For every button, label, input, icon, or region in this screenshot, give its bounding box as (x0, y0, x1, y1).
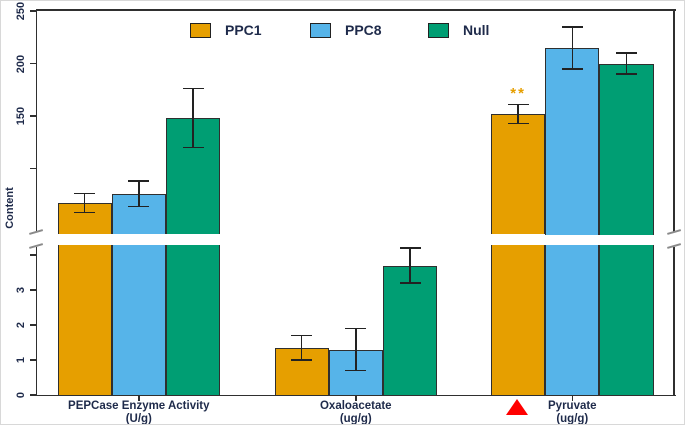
y-tick-label: 1 (15, 356, 27, 364)
error-bar-cap-top (561, 25, 583, 28)
y-axis-line-upper (35, 9, 37, 232)
legend-swatch-null (428, 23, 449, 38)
error-bar-stem (517, 104, 519, 124)
bar-ppc8-lower (111, 244, 166, 395)
x-category-label: Oxaloacetate (ug/g) (319, 400, 392, 425)
y-tick (29, 167, 36, 170)
error-bar-cap-bottom (74, 211, 96, 214)
bar-ppc1-upper (491, 113, 546, 235)
error-bar-cap-top (345, 327, 367, 330)
bar-null-lower (599, 244, 654, 395)
y-tick (29, 254, 36, 256)
legend-label-ppc8: PPC8 (345, 22, 382, 38)
x-tick (355, 396, 357, 401)
error-bar-cap-top (74, 192, 96, 195)
error-bar-stem (409, 248, 411, 283)
x-axis-line (36, 394, 676, 397)
legend-label-ppc1: PPC1 (225, 22, 262, 38)
bar-ppc1-lower (57, 244, 112, 395)
plot-right-border-lower (673, 247, 675, 396)
error-bar-stem (571, 26, 574, 69)
bar-ppc8-upper (545, 47, 600, 235)
y-tick (29, 394, 36, 396)
bar-null-upper (599, 63, 654, 235)
error-bar-stem (625, 53, 628, 74)
bar-null (382, 265, 438, 395)
y-tick (29, 324, 36, 326)
error-bar-cap-top (291, 334, 313, 337)
legend-label-null: Null (463, 22, 490, 38)
error-bar-stem (355, 328, 357, 371)
error-bar-cap-top (182, 87, 204, 90)
x-category-label: Pyruvate (ug/g) (548, 400, 597, 425)
error-bar-stem (300, 335, 303, 360)
significance-stars: ** (510, 85, 526, 103)
error-bar-cap-bottom (345, 369, 367, 372)
y-tick (29, 62, 36, 65)
error-bar-cap-top (128, 180, 150, 182)
error-bar-stem (138, 181, 140, 207)
error-bar-cap-bottom (616, 73, 637, 75)
error-bar-cap-top (507, 103, 529, 106)
plot-right-border-upper (673, 9, 675, 232)
red-triangle-marker (506, 399, 529, 415)
x-category-label: PEPCase Enzyme Activity (U/g) (68, 400, 210, 425)
y-tick-label: 2 (15, 321, 27, 329)
y-tick-label: 150 (15, 106, 27, 126)
y-tick-label: 250 (15, 1, 27, 21)
x-tick (571, 396, 574, 401)
error-bar-cap-bottom (291, 359, 313, 361)
y-tick-label: 200 (15, 54, 27, 73)
x-tick (138, 396, 140, 401)
bar-ppc1-lower (491, 244, 546, 395)
error-bar-cap-bottom (561, 67, 583, 70)
y-tick (29, 359, 36, 361)
error-bar-stem (192, 88, 194, 148)
y-tick (29, 10, 36, 12)
legend-swatch-ppc8 (310, 23, 331, 38)
bar-ppc8-lower (545, 244, 600, 395)
plot-top-border (36, 9, 676, 11)
error-bar-stem (83, 193, 86, 213)
bar-null-lower (165, 244, 221, 395)
error-bar-cap-bottom (507, 122, 529, 125)
error-bar-cap-bottom (128, 205, 150, 208)
error-bar-cap-bottom (182, 146, 204, 149)
y-tick (29, 115, 36, 117)
legend-swatch-ppc1 (190, 23, 211, 38)
y-tick (29, 289, 36, 291)
y-axis-title: Content (4, 187, 16, 229)
error-bar-cap-top (399, 247, 421, 249)
y-axis-line-lower (35, 247, 37, 396)
error-bar-cap-top (616, 52, 637, 54)
error-bar-cap-bottom (399, 282, 421, 284)
y-tick-label: 0 (15, 391, 27, 399)
y-tick-label: 3 (15, 286, 27, 294)
